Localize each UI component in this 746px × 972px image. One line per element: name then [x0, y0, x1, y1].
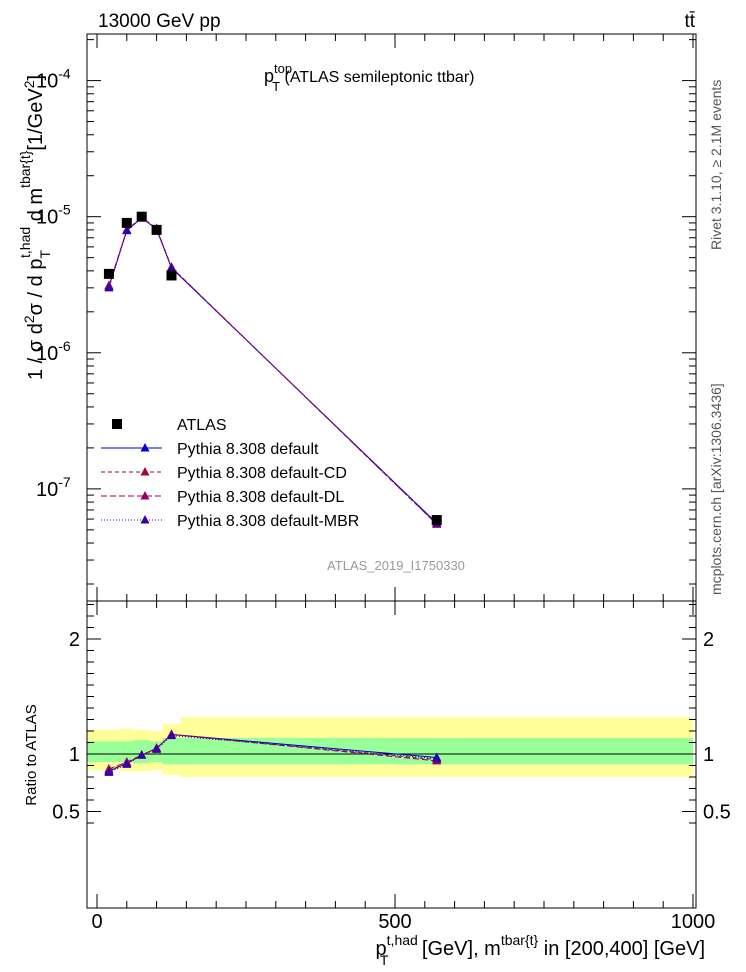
ratio-series-line [108, 735, 437, 773]
data-point [431, 515, 442, 526]
y-tick-label: 10-6 [36, 338, 71, 365]
data-point [121, 217, 132, 228]
ratio-panel: 2 2 1 1 0.5 0.5 Ratio to ATLAS 0 500 1000 pt,ha… [23, 600, 731, 968]
legend-marker [140, 443, 150, 452]
x-tick-label: 0 [91, 911, 102, 933]
main-panel: 10-4 10-5 10-6 10-7 ptop T (ATLAS semilepton… [17, 33, 697, 602]
series-point [104, 282, 114, 292]
inner-band [87, 741, 98, 763]
legend-marker [140, 491, 150, 500]
legend-label: Pythia 8.308 default-MBR [177, 513, 359, 530]
data-point [103, 268, 114, 279]
analysis-id-label: ATLAS_2019_I1750330 [327, 558, 465, 573]
legend-label: Pythia 8.308 default [177, 441, 319, 458]
ratio-series-point [137, 750, 147, 759]
legend-marker-data [112, 419, 122, 429]
data-point [151, 224, 162, 235]
data-point [136, 211, 147, 222]
ratio-uncertainty-bands [87, 717, 693, 777]
ratio-tick-label: 1 [69, 744, 80, 766]
y-axis-label: 1 / σ d2σ / d pTt,had d mtbar{t}[1/GeV2] [17, 75, 53, 380]
x-tick-label: 1000 [671, 911, 716, 933]
ratio-tick-label-right: 1 [703, 744, 714, 766]
ratio-y-ticks: 2 2 1 1 0.5 0.5 [52, 604, 731, 824]
ratio-series-point [104, 767, 114, 776]
inner-band [97, 741, 121, 763]
data-point [166, 270, 177, 281]
inner-band [162, 737, 181, 765]
main-data-points [103, 211, 442, 526]
ratio-tick-label: 0.5 [52, 802, 80, 824]
ratio-series [104, 729, 442, 776]
x-tick-label: 500 [378, 911, 411, 933]
energy-label: 13000 GeV pp [98, 11, 221, 32]
series-point [167, 262, 176, 272]
legend-marker [140, 467, 150, 476]
ratio-series-point [167, 730, 176, 740]
main-x-ticks [96, 34, 694, 601]
x-tick-labels: 0 500 1000 [91, 911, 715, 933]
series-line [108, 216, 438, 525]
legend-label: Pythia 8.308 default-DL [177, 489, 344, 506]
main-y-ticks: 10-4 10-5 10-6 10-7 [36, 39, 696, 585]
ratio-x-ticks [96, 601, 694, 908]
y-tick-label: 10-4 [36, 66, 71, 93]
legend: ATLAS Pythia 8.308 default Pythia 8.308 de… [101, 417, 359, 530]
ratio-tick-label-right: 2 [703, 629, 714, 651]
legend-label-data: ATLAS [177, 417, 227, 434]
ratio-tick-label: 2 [69, 629, 80, 651]
source-label: mcplots.cern.ch [arXiv:1306.3436] [708, 383, 724, 595]
legend-marker [140, 515, 150, 524]
series-point [122, 225, 132, 235]
x-axis-label: pt,had T [GeV], mtbar{t} in [200,400] [Ge… [376, 932, 705, 968]
series-line [108, 217, 438, 524]
process-label: tt̄ [684, 11, 695, 32]
ratio-series-point [152, 744, 162, 753]
inner-band [120, 741, 133, 763]
ratio-tick-label-right: 0.5 [703, 802, 731, 824]
ratio-y-axis-label: Ratio to ATLAS [23, 704, 40, 805]
y-tick-label: 10-7 [36, 474, 71, 501]
chart-title: ptop T (ATLAS semileptonic ttbar) [264, 61, 474, 94]
ratio-series-point [122, 759, 132, 768]
y-tick-label: 10-5 [36, 202, 71, 229]
ratio-series-point [432, 753, 442, 763]
legend-label: Pythia 8.308 default-CD [177, 465, 347, 482]
rivet-label: Rivet 3.1.10, ≥ 2.1M events [708, 80, 724, 250]
